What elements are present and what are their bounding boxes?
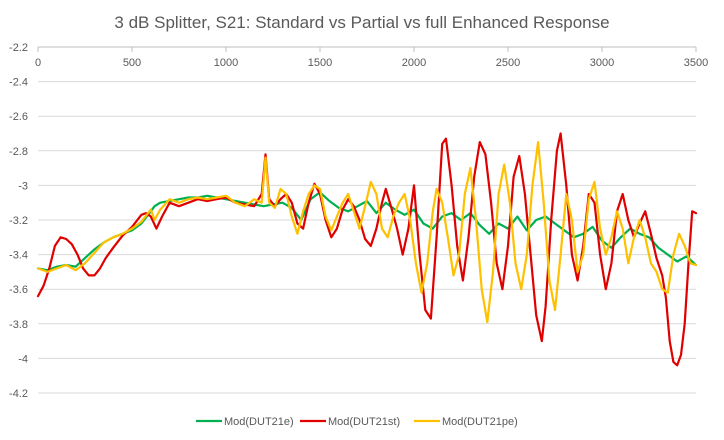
legend-item: Mod(DUT21st): [300, 416, 400, 428]
x-axis-tick-labels: 0 500 1000 1500 2000 2500 3000 3500: [35, 57, 708, 69]
y-tick-label: -2.4: [9, 77, 28, 89]
x-tick-label: 0: [35, 57, 41, 69]
y-tick-label: -3: [18, 180, 28, 192]
x-tick-label: 1000: [214, 57, 238, 69]
x-tick-label: 2500: [496, 57, 520, 69]
legend-label: Mod(DUT21e): [224, 416, 294, 428]
x-tick-label: 1500: [308, 57, 332, 69]
y-tick-label: -3.4: [9, 250, 28, 262]
legend-label: Mod(DUT21pe): [442, 416, 518, 428]
y-tick-label: -3.8: [9, 319, 28, 331]
legend-label: Mod(DUT21st): [328, 416, 400, 428]
legend-item: Mod(DUT21pe): [414, 416, 518, 428]
y-tick-label: -3.2: [9, 215, 28, 227]
series-line-1: [36, 132, 698, 367]
x-tick-label: 2000: [402, 57, 426, 69]
series-line-2: [36, 141, 698, 324]
x-tick-label: 3000: [590, 57, 614, 69]
y-tick-label: -3.6: [9, 284, 28, 296]
grid-lines: [38, 46, 696, 394]
y-tick-label: -4: [18, 353, 28, 365]
y-axis-tick-labels: -2.2 -2.4 -2.6 -2.8 -3 -3.2 -3.4 -3.6 -3.8 -4 -4.2: [9, 42, 28, 400]
x-tick-label: 500: [123, 57, 141, 69]
legend-item: Mod(DUT21e): [196, 416, 294, 428]
x-axis: [37, 46, 697, 52]
series-lines: [36, 132, 698, 367]
y-tick-label: -4.2: [9, 388, 28, 400]
chart-title: 3 dB Splitter, S21: Standard vs Partial …: [114, 13, 609, 32]
legend: Mod(DUT21e) Mod(DUT21st) Mod(DUT21pe): [196, 416, 518, 428]
y-tick-label: -2.6: [9, 111, 28, 123]
y-tick-label: -2.8: [9, 146, 28, 158]
y-tick-label: -2.2: [9, 42, 28, 54]
x-tick-label: 3500: [684, 57, 708, 69]
